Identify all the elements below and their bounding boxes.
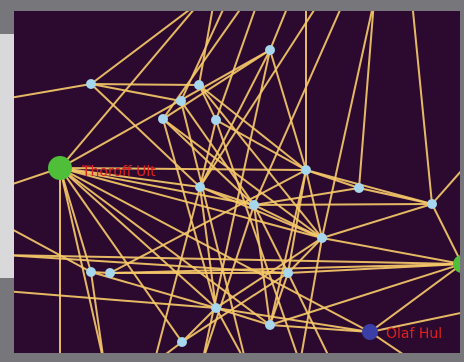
graph-edge	[204, 204, 255, 353]
graph-node-n14[interactable]	[86, 267, 96, 277]
graph-edge	[59, 167, 183, 343]
graph-edge	[269, 263, 460, 326]
graph-edge	[59, 167, 255, 206]
graph-edge	[59, 167, 217, 309]
graph-edge	[369, 312, 460, 333]
graph-edge	[369, 331, 403, 353]
graph-node-thoroff[interactable]	[48, 156, 72, 180]
graph-edge	[59, 167, 271, 326]
graph-edge	[431, 203, 460, 263]
graph-edge	[59, 167, 201, 188]
graph-node-n11[interactable]	[249, 200, 259, 210]
graph-edge	[199, 186, 323, 239]
network-graph[interactable]: Thoroff Ult Olaf Hul	[14, 11, 460, 353]
graph-node-n3[interactable]	[194, 80, 204, 90]
edge-layer	[14, 11, 460, 353]
graph-edge	[321, 203, 433, 239]
graph-edge	[215, 307, 271, 326]
graph-node-n4[interactable]	[176, 96, 186, 106]
graph-edge	[162, 11, 241, 120]
graph-edge	[269, 11, 287, 51]
graph-edge	[165, 341, 183, 353]
graph-edge	[253, 204, 323, 239]
graph-edge	[431, 170, 460, 205]
graph-node-n8[interactable]	[301, 165, 311, 175]
graph-edge	[14, 254, 460, 265]
graph-edge	[199, 119, 217, 188]
node-layer	[48, 45, 460, 347]
graph-edge	[14, 83, 92, 99]
graph-edge	[59, 167, 92, 273]
graph-node-n18[interactable]	[265, 320, 275, 330]
graph-edge	[59, 11, 194, 169]
graph-node-n12[interactable]	[427, 199, 437, 209]
graph-edge	[181, 272, 289, 343]
graph-edge	[59, 49, 271, 169]
graph-edge	[59, 167, 103, 353]
graph-node-g2[interactable]	[453, 255, 460, 273]
graph-edge	[253, 204, 271, 326]
graph-edge	[180, 100, 255, 206]
graph-edge	[215, 119, 298, 353]
graph-node-n16[interactable]	[283, 268, 293, 278]
graph-edge	[269, 324, 371, 333]
graph-edge	[269, 169, 307, 326]
graph-edge	[59, 167, 323, 239]
graph-edge	[198, 84, 323, 239]
graph-node-n5[interactable]	[158, 114, 168, 124]
graph-edge	[215, 11, 256, 121]
graph-edge	[14, 290, 217, 309]
graph-edge	[90, 83, 201, 188]
graph-edge	[321, 237, 460, 265]
graph-edge	[287, 237, 323, 274]
graph-edge	[180, 11, 224, 102]
graph-edge	[358, 187, 433, 205]
graph-edge	[321, 11, 373, 239]
graph-edge	[287, 263, 460, 274]
graph-edge	[199, 186, 217, 309]
graph-edge	[90, 83, 182, 102]
graph-node-n17[interactable]	[211, 303, 221, 313]
graph-edge	[181, 307, 217, 343]
graph-edge	[14, 254, 289, 274]
graph-node-olaf[interactable]	[362, 324, 378, 340]
graph-edge	[287, 272, 329, 353]
graph-edge	[198, 11, 214, 86]
graph-edge	[59, 167, 307, 171]
graph-node-n9[interactable]	[195, 182, 205, 192]
node-label-olaf: Olaf Hul	[386, 326, 442, 342]
graph-node-n10[interactable]	[354, 183, 364, 193]
graph-edge	[90, 271, 104, 353]
graph-edge	[253, 204, 289, 274]
graph-edge	[305, 169, 433, 205]
window-edge	[0, 34, 14, 278]
graph-edge	[14, 229, 92, 273]
graph-edge	[180, 100, 245, 353]
graph-edge	[369, 264, 460, 333]
graph-edge	[215, 119, 307, 171]
graph-edge	[162, 49, 271, 120]
node-label-thoroff: Thoroff Ult	[81, 164, 156, 180]
graph-node-n2[interactable]	[265, 45, 275, 55]
graph-node-n13[interactable]	[317, 233, 327, 243]
graph-edge	[198, 84, 217, 121]
graph-edge	[162, 118, 217, 309]
graph-edge	[59, 167, 371, 333]
graph-edge	[90, 83, 200, 86]
graph-edge	[109, 169, 307, 274]
network-canvas[interactable]: Thoroff Ult Olaf Hul	[14, 11, 460, 353]
graph-edge	[215, 307, 371, 333]
graph-edge	[90, 271, 217, 309]
graph-edge	[358, 11, 375, 189]
graph-edge	[300, 237, 323, 353]
graph-node-n19[interactable]	[177, 337, 187, 347]
graph-edge	[155, 186, 201, 353]
graph-edge	[253, 203, 433, 206]
graph-edge	[411, 11, 433, 205]
graph-node-n1[interactable]	[86, 79, 96, 89]
graph-edge	[90, 11, 190, 85]
graph-node-n6[interactable]	[211, 115, 221, 125]
graph-edge	[253, 187, 360, 206]
graph-node-n15[interactable]	[105, 268, 115, 278]
